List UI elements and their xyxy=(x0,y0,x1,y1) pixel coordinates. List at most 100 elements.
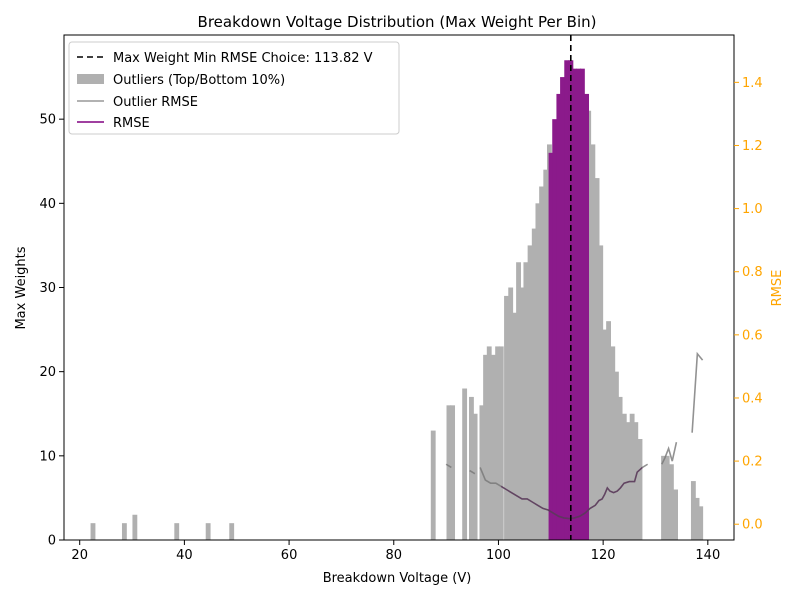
outlier-bar-6 xyxy=(430,430,436,540)
x-axis-label: Breakdown Voltage (V) xyxy=(323,571,472,586)
outlier-bar-42 xyxy=(633,422,639,540)
outlier-bar-31 xyxy=(590,144,596,540)
y-tick-label-3: 30 xyxy=(39,281,56,296)
outlier-bar-5 xyxy=(229,523,235,540)
legend-label-outlier-rmse: Outlier RMSE xyxy=(113,95,198,110)
outlier-rmse-line-segment-5 xyxy=(691,351,704,433)
x-tick-label-3: 80 xyxy=(385,548,402,563)
weight-bar-4 xyxy=(564,60,570,540)
outlier-bar-10 xyxy=(469,396,474,540)
chart-title: Breakdown Voltage Distribution (Max Weig… xyxy=(198,13,597,31)
y-tick-label-4: 40 xyxy=(39,197,56,212)
outlier-bar-22 xyxy=(519,287,525,540)
weight-bar-8 xyxy=(579,68,585,541)
right-tick-label-6: 1.2 xyxy=(742,139,763,154)
outlier-bar-39 xyxy=(621,413,627,540)
weight-bar-3 xyxy=(560,77,565,540)
x-tick-label-2: 60 xyxy=(281,548,298,563)
outlier-bar-0 xyxy=(90,523,96,540)
right-tick-label-0: 0.0 xyxy=(742,518,763,533)
legend-swatch-outliers xyxy=(77,74,104,84)
outlier-bar-4 xyxy=(205,523,211,540)
outlier-bar-46 xyxy=(668,464,674,540)
outlier-bar-45 xyxy=(664,455,670,540)
legend-label-rmse: RMSE xyxy=(113,116,150,131)
outlier-bar-25 xyxy=(531,228,537,541)
x-tick-label-5: 120 xyxy=(591,548,616,563)
y-tick-label-0: 0 xyxy=(48,534,56,549)
outlier-rmse-line-segment-0 xyxy=(445,463,452,469)
right-tick-label-1: 0.2 xyxy=(742,455,763,470)
outlier-bar-1 xyxy=(121,523,127,540)
right-tick-label-4: 0.8 xyxy=(742,265,763,280)
y-axis-ticks: 0 10 20 30 40 50 xyxy=(39,113,64,549)
outlier-bar-48 xyxy=(690,481,696,540)
right-axis-ticks: 0.0 0.2 0.4 0.6 0.8 1.0 1.2 1.4 xyxy=(734,76,763,533)
outlier-bar-2 xyxy=(132,514,138,540)
outlier-bar-20 xyxy=(511,312,517,540)
outlier-bar-17 xyxy=(498,346,504,540)
outlier-bar-21 xyxy=(516,262,521,540)
weight-bar-0 xyxy=(548,152,554,541)
outlier-bar-33 xyxy=(598,245,604,540)
x-tick-label-6: 140 xyxy=(695,548,720,563)
outlier-bar-18 xyxy=(504,295,509,540)
outlier-bar-9 xyxy=(462,388,468,540)
weight-bar-6 xyxy=(572,68,577,541)
x-axis-ticks: 20 40 60 80 100 120 140 xyxy=(71,540,720,563)
outlier-bar-16 xyxy=(495,346,501,540)
outlier-bar-43 xyxy=(637,439,643,540)
outlier-bar-15 xyxy=(490,354,496,540)
outlier-bar-3 xyxy=(174,523,180,540)
right-tick-label-7: 1.4 xyxy=(742,76,763,91)
legend-box xyxy=(68,41,400,135)
x-tick-label-4: 100 xyxy=(486,548,511,563)
x-tick-label-0: 20 xyxy=(71,548,88,563)
outlier-bar-13 xyxy=(483,354,488,540)
outlier-bar-47 xyxy=(673,489,678,540)
outlier-bar-26 xyxy=(535,203,541,541)
outlier-bar-50 xyxy=(698,506,704,540)
outlier-rmse-line-segment-1 xyxy=(469,469,476,475)
outlier-bar-32 xyxy=(594,178,600,541)
outlier-bar-37 xyxy=(614,371,619,540)
outlier-bar-36 xyxy=(610,346,616,540)
weight-bar-7 xyxy=(576,68,582,541)
outlier-bar-44 xyxy=(661,455,666,540)
x-tick-label-1: 40 xyxy=(176,548,193,563)
lines-layer xyxy=(445,351,704,520)
right-axis-label: RMSE xyxy=(770,270,785,307)
outlier-bar-28 xyxy=(543,169,549,540)
outlier-rmse-line-segment-4 xyxy=(661,441,678,465)
outlier-bar-27 xyxy=(539,186,544,540)
outlier-rmse-line-segment-3 xyxy=(641,463,649,469)
right-tick-label-3: 0.6 xyxy=(742,328,763,343)
y-tick-label-5: 50 xyxy=(39,113,56,128)
outlier-rmse-line-segment-2 xyxy=(479,467,502,488)
legend-label-outliers: Outliers (Top/Bottom 10%) xyxy=(113,73,285,88)
y-tick-label-2: 20 xyxy=(39,365,56,380)
outlier-bar-11 xyxy=(472,413,478,540)
weight-bar-9 xyxy=(584,93,590,541)
outlier-bar-14 xyxy=(486,346,492,540)
y-tick-label-1: 10 xyxy=(39,449,56,464)
outlier-bar-41 xyxy=(629,413,635,540)
outlier-bar-7 xyxy=(446,405,452,540)
right-tick-label-2: 0.4 xyxy=(742,391,763,406)
weight-bar-1 xyxy=(552,119,558,541)
outlier-bar-38 xyxy=(617,396,623,540)
outlier-bar-24 xyxy=(527,245,533,540)
outlier-bar-8 xyxy=(450,405,456,540)
weight-bar-2 xyxy=(556,93,562,541)
outlier-bar-19 xyxy=(508,287,514,540)
rmse-line xyxy=(500,466,643,520)
outlier-bar-23 xyxy=(523,262,529,540)
outlier-bar-35 xyxy=(606,321,611,540)
right-tick-label-5: 1.0 xyxy=(742,202,763,217)
legend-label-choice: Max Weight Min RMSE Choice: 113.82 V xyxy=(113,51,373,66)
y-axis-label: Max Weights xyxy=(14,246,29,329)
outlier-bar-49 xyxy=(694,497,700,540)
outlier-bar-34 xyxy=(601,329,607,540)
legend: Max Weight Min RMSE Choice: 113.82 V Out… xyxy=(68,41,400,135)
